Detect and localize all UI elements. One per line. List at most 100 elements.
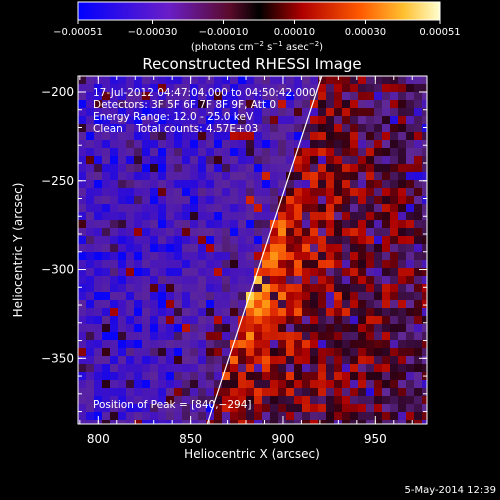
heatmap-cell xyxy=(182,260,191,269)
heatmap-cell xyxy=(366,276,375,285)
heatmap-cell xyxy=(366,212,375,221)
heatmap-cell xyxy=(246,148,255,157)
heatmap-cell xyxy=(294,132,303,141)
heatmap-cell xyxy=(334,196,343,205)
heatmap-cell xyxy=(318,76,327,85)
heatmap-cell xyxy=(294,356,303,365)
heatmap-cell xyxy=(310,100,319,109)
heatmap-cell xyxy=(238,308,247,317)
heatmap-cell xyxy=(270,196,279,205)
heatmap-cell xyxy=(190,172,199,181)
heatmap-cell xyxy=(174,364,183,373)
heatmap-cell xyxy=(302,252,311,261)
heatmap-cell xyxy=(286,412,295,421)
heatmap-cell xyxy=(350,124,359,133)
heatmap-cell xyxy=(78,100,87,109)
heatmap-cell xyxy=(342,76,351,85)
heatmap-cell xyxy=(126,116,135,125)
heatmap-cell xyxy=(214,220,223,229)
heatmap-cell xyxy=(206,300,215,309)
heatmap-cell xyxy=(326,420,335,424)
heatmap-cell xyxy=(198,188,207,197)
heatmap-cell xyxy=(238,172,247,181)
heatmap-cell xyxy=(358,380,367,389)
heatmap-cell xyxy=(286,348,295,357)
heatmap-cell xyxy=(398,396,407,405)
heatmap-cell xyxy=(342,100,351,109)
heatmap-cell xyxy=(278,180,287,189)
heatmap-cell xyxy=(182,348,191,357)
heatmap-cell xyxy=(142,212,151,221)
heatmap-cell xyxy=(118,300,127,309)
heatmap-cell xyxy=(366,100,375,109)
heatmap-cell xyxy=(302,220,311,229)
heatmap-cell xyxy=(278,380,287,389)
heatmap-cell xyxy=(270,316,279,325)
heatmap-cell xyxy=(182,124,191,133)
heatmap-cell xyxy=(326,212,335,221)
heatmap-cell xyxy=(142,188,151,197)
heatmap-cell xyxy=(246,404,255,413)
heatmap-cell xyxy=(166,404,175,413)
heatmap-cell xyxy=(302,212,311,221)
heatmap-cell xyxy=(142,268,151,277)
heatmap-cell xyxy=(286,228,295,237)
heatmap-cell xyxy=(390,140,399,149)
heatmap-cell xyxy=(302,156,311,165)
heatmap-cell xyxy=(110,420,119,424)
heatmap-cell xyxy=(262,372,271,381)
heatmap-cell xyxy=(150,228,159,237)
heatmap-cell xyxy=(190,228,199,237)
heatmap-cell xyxy=(166,372,175,381)
heatmap-cell xyxy=(342,236,351,245)
heatmap-cell xyxy=(254,92,263,101)
heatmap-cell xyxy=(142,148,151,157)
heatmap-cell xyxy=(134,244,143,253)
heatmap-cell xyxy=(174,108,183,117)
heatmap-cell xyxy=(350,148,359,157)
heatmap-cell xyxy=(118,148,127,157)
heatmap-cell xyxy=(222,116,231,125)
heatmap-cell xyxy=(142,228,151,237)
heatmap-cell xyxy=(294,292,303,301)
heatmap-cell xyxy=(310,156,319,165)
heatmap-cell xyxy=(246,132,255,141)
heatmap-cell xyxy=(398,164,407,173)
heatmap-cell xyxy=(206,148,215,157)
heatmap-cell xyxy=(110,148,119,157)
heatmap-cell xyxy=(86,364,95,373)
heatmap-cell xyxy=(166,244,175,253)
heatmap-cell xyxy=(262,268,271,277)
heatmap-cell xyxy=(230,164,239,173)
heatmap-cell xyxy=(78,148,87,157)
heatmap-cell xyxy=(406,396,415,405)
heatmap-cell xyxy=(182,108,191,117)
heatmap-cell xyxy=(222,132,231,141)
heatmap-cell xyxy=(126,404,135,413)
heatmap-cell xyxy=(198,132,207,141)
heatmap-cell xyxy=(118,252,127,261)
heatmap-cell xyxy=(238,124,247,133)
heatmap-cell xyxy=(326,348,335,357)
heatmap-cell xyxy=(174,380,183,389)
heatmap-cell xyxy=(94,284,103,293)
heatmap-cell xyxy=(206,188,215,197)
heatmap-cell xyxy=(342,348,351,357)
heatmap-cell xyxy=(134,188,143,197)
heatmap-cell xyxy=(118,164,127,173)
heatmap-cell xyxy=(318,236,327,245)
heatmap-cell xyxy=(406,244,415,253)
heatmap-cell xyxy=(230,396,239,405)
heatmap-cell xyxy=(214,100,223,109)
heatmap-cell xyxy=(318,220,327,229)
heatmap-cell xyxy=(326,196,335,205)
heatmap-cell xyxy=(86,228,95,237)
heatmap-cell xyxy=(270,268,279,277)
heatmap-cell xyxy=(126,380,135,389)
heatmap-cell xyxy=(174,396,183,405)
heatmap-cell xyxy=(190,412,199,421)
heatmap-cell xyxy=(110,228,119,237)
heatmap-cell xyxy=(270,356,279,365)
heatmap-cell xyxy=(206,220,215,229)
heatmap-cell xyxy=(222,188,231,197)
